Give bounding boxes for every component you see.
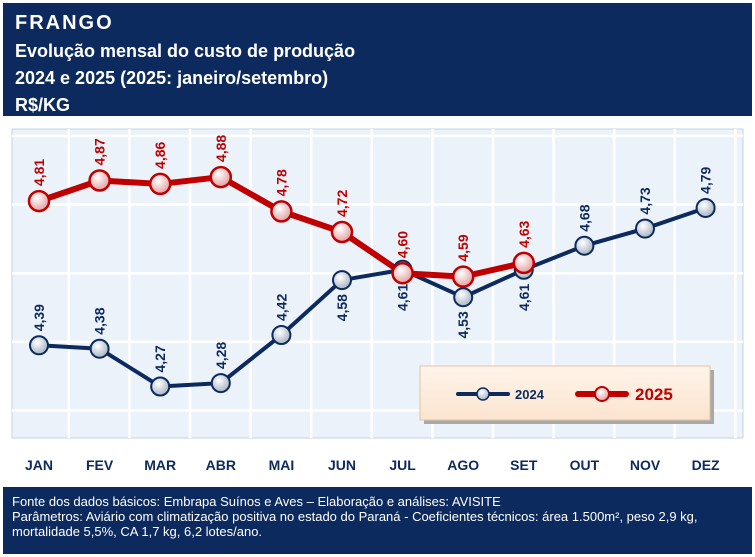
data-point-2024 bbox=[210, 373, 231, 394]
data-label-2024: 4,53 bbox=[455, 311, 471, 338]
x-tick-label: JAN bbox=[25, 457, 53, 473]
data-point-2025 bbox=[391, 261, 414, 285]
data-label-2024: 4,68 bbox=[576, 204, 592, 231]
chart-subtitle: Evolução mensal do custo de produção bbox=[15, 41, 356, 61]
x-tick-label: NOV bbox=[630, 457, 661, 473]
data-label-2024: 4,39 bbox=[31, 304, 47, 331]
data-label-2024: 4,73 bbox=[637, 187, 653, 214]
data-label-2025: 4,72 bbox=[334, 190, 350, 217]
parameters-note: Parâmetros: Aviário com climatização pos… bbox=[12, 509, 698, 539]
data-label-2024: 4,58 bbox=[334, 294, 350, 321]
data-label-2025: 4,60 bbox=[395, 231, 411, 258]
legend-label-2025: 2025 bbox=[635, 385, 673, 404]
x-tick-label: SET bbox=[510, 457, 538, 473]
data-point-2025 bbox=[451, 265, 475, 288]
x-tick-label: AGO bbox=[447, 457, 479, 473]
series-line-2024 bbox=[37, 205, 708, 389]
x-tick-label: DEZ bbox=[692, 457, 720, 473]
data-label-2025: 4,87 bbox=[92, 138, 108, 165]
data-point-2024 bbox=[150, 376, 171, 397]
data-point-2024 bbox=[453, 287, 474, 308]
data-label-2025: 4,86 bbox=[152, 141, 168, 168]
data-point-2025 bbox=[512, 251, 536, 275]
source-note: Fonte dos dados básicos: Embrapa Suínos … bbox=[12, 494, 501, 509]
data-point-2024 bbox=[574, 235, 595, 256]
data-point-2025 bbox=[209, 165, 233, 189]
data-point-2024 bbox=[635, 218, 655, 239]
legend-label-2024: 2024 bbox=[515, 387, 545, 402]
x-tick-label: ABR bbox=[206, 457, 236, 473]
legend-marker-2025 bbox=[594, 386, 610, 402]
data-label-2024: 4,61 bbox=[516, 284, 532, 311]
legend-marker-2024 bbox=[476, 387, 490, 401]
data-point-2024 bbox=[332, 270, 352, 291]
data-point-2025 bbox=[270, 200, 293, 223]
data-label-2024: 4,28 bbox=[213, 342, 229, 369]
chart-title: FRANGO bbox=[15, 12, 114, 34]
line-chart: JAN FEV MAR ABR MAI JUN JUL AGO SET OUT NOV DEZ 4,39… bbox=[11, 128, 744, 473]
data-point-2024 bbox=[695, 197, 716, 218]
data-label-2024: 4,79 bbox=[698, 167, 714, 194]
data-point-2025 bbox=[27, 189, 51, 213]
data-point-2024 bbox=[89, 338, 110, 359]
data-point-2024 bbox=[271, 325, 292, 345]
data-label-2024: 4,42 bbox=[273, 294, 289, 321]
data-point-2025 bbox=[88, 169, 111, 192]
chart-footer: Fonte dos dados básicos: Embrapa Suínos … bbox=[3, 487, 752, 554]
x-tick-label: JUL bbox=[389, 457, 416, 473]
x-tick-label: MAR bbox=[144, 457, 176, 473]
data-label-2024: 4,27 bbox=[152, 345, 168, 372]
chart-period: 2024 e 2025 (2025: janeiro/setembro) bbox=[15, 68, 329, 88]
x-tick-label: JUN bbox=[328, 457, 356, 473]
data-label-2024: 4,38 bbox=[92, 307, 108, 334]
chart-unit: R$/KG bbox=[15, 95, 71, 115]
data-point-2024 bbox=[29, 335, 49, 356]
x-tick-label: FEV bbox=[86, 457, 114, 473]
data-label-2025: 4,78 bbox=[273, 169, 289, 196]
data-point-2025 bbox=[148, 172, 172, 196]
x-tick-label: MAI bbox=[269, 457, 295, 473]
data-label-2025: 4,81 bbox=[31, 159, 47, 186]
chart-area: JAN FEV MAR ABR MAI JUN JUL AGO SET OUT NOV DEZ 4,39… bbox=[3, 120, 752, 482]
data-label-2025: 4,59 bbox=[455, 234, 471, 261]
data-point-2025 bbox=[330, 220, 354, 244]
data-label-2024: 4,61 bbox=[395, 284, 411, 311]
data-label-2025: 4,63 bbox=[516, 220, 532, 247]
chart-header: FRANGO Evolução mensal do custo de produ… bbox=[3, 3, 752, 116]
x-tick-label: OUT bbox=[570, 457, 600, 473]
data-label-2025: 4,88 bbox=[213, 135, 229, 162]
